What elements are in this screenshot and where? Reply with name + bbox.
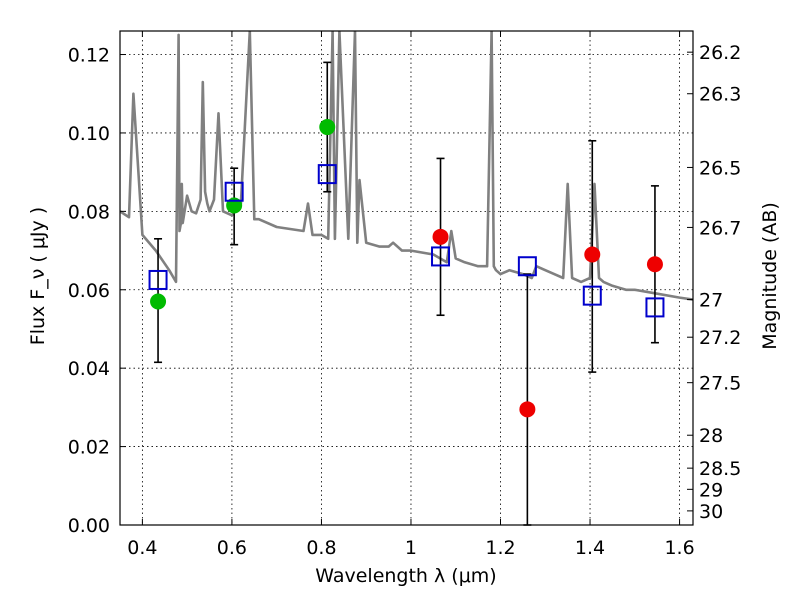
model-square-marker bbox=[148, 269, 168, 290]
grid-lines bbox=[120, 31, 693, 526]
x-tick-label: 0.8 bbox=[306, 537, 336, 559]
x-tick-label: 0.4 bbox=[127, 537, 157, 559]
right-tick-label: 27.2 bbox=[699, 327, 741, 349]
right-axis-title: Magnitude (AB) bbox=[759, 202, 781, 350]
model-square-marker bbox=[317, 164, 337, 185]
y-tick-label: 0.04 bbox=[68, 358, 110, 380]
right-tick-label: 26.5 bbox=[699, 157, 741, 179]
y-tick-label: 0.12 bbox=[68, 45, 110, 67]
right-tick-label: 26.7 bbox=[699, 217, 741, 239]
model-square-marker bbox=[224, 181, 244, 202]
y-tick-label: 0.06 bbox=[68, 280, 110, 302]
model-sed-line bbox=[120, 31, 693, 301]
observed-point bbox=[150, 293, 167, 310]
model-sed-group bbox=[120, 31, 693, 301]
model-square-marker bbox=[431, 246, 451, 267]
y-axis-title: Flux F_ν ( μJy ) bbox=[27, 207, 49, 345]
observed-point bbox=[432, 228, 449, 245]
x-axis-title: Wavelength λ (μm) bbox=[315, 565, 496, 587]
model-square-marker bbox=[517, 256, 537, 277]
observed-point bbox=[519, 401, 536, 418]
x-tick-label: 1.4 bbox=[575, 537, 605, 559]
y-tick-label: 0.02 bbox=[68, 437, 110, 459]
x-tick-label: 1.6 bbox=[664, 537, 694, 559]
observed-point bbox=[319, 119, 336, 136]
right-tick-label: 27 bbox=[699, 290, 723, 312]
x-tick-label: 1 bbox=[405, 537, 417, 559]
model-square-marker bbox=[645, 297, 665, 318]
y-ticks: 0.00 0.02 0.04 0.06 0.08 0.10 0.12 bbox=[68, 45, 126, 537]
y-tick-label: 0.10 bbox=[68, 123, 110, 145]
markers-group bbox=[148, 119, 665, 418]
observed-point bbox=[584, 246, 601, 263]
right-tick-label: 28 bbox=[699, 425, 723, 447]
plot-frame bbox=[119, 30, 694, 526]
y-tick-label: 0.08 bbox=[68, 201, 110, 223]
right-tick-label: 27.5 bbox=[699, 373, 741, 395]
model-square-marker bbox=[582, 285, 602, 306]
x-tick-label: 0.6 bbox=[217, 537, 247, 559]
right-tick-label: 29 bbox=[699, 479, 723, 501]
observed-point bbox=[646, 256, 663, 273]
y-tick-label: 0.00 bbox=[68, 515, 110, 537]
right-tick-label: 30 bbox=[699, 501, 723, 523]
right-tick-label: 26.2 bbox=[699, 42, 741, 64]
right-tick-label: 28.5 bbox=[699, 458, 741, 480]
x-ticks: 0.4 0.6 0.8 1 1.2 1.4 1.6 bbox=[127, 31, 695, 559]
right-tick-label: 26.3 bbox=[699, 84, 741, 106]
x-tick-label: 1.2 bbox=[485, 537, 515, 559]
